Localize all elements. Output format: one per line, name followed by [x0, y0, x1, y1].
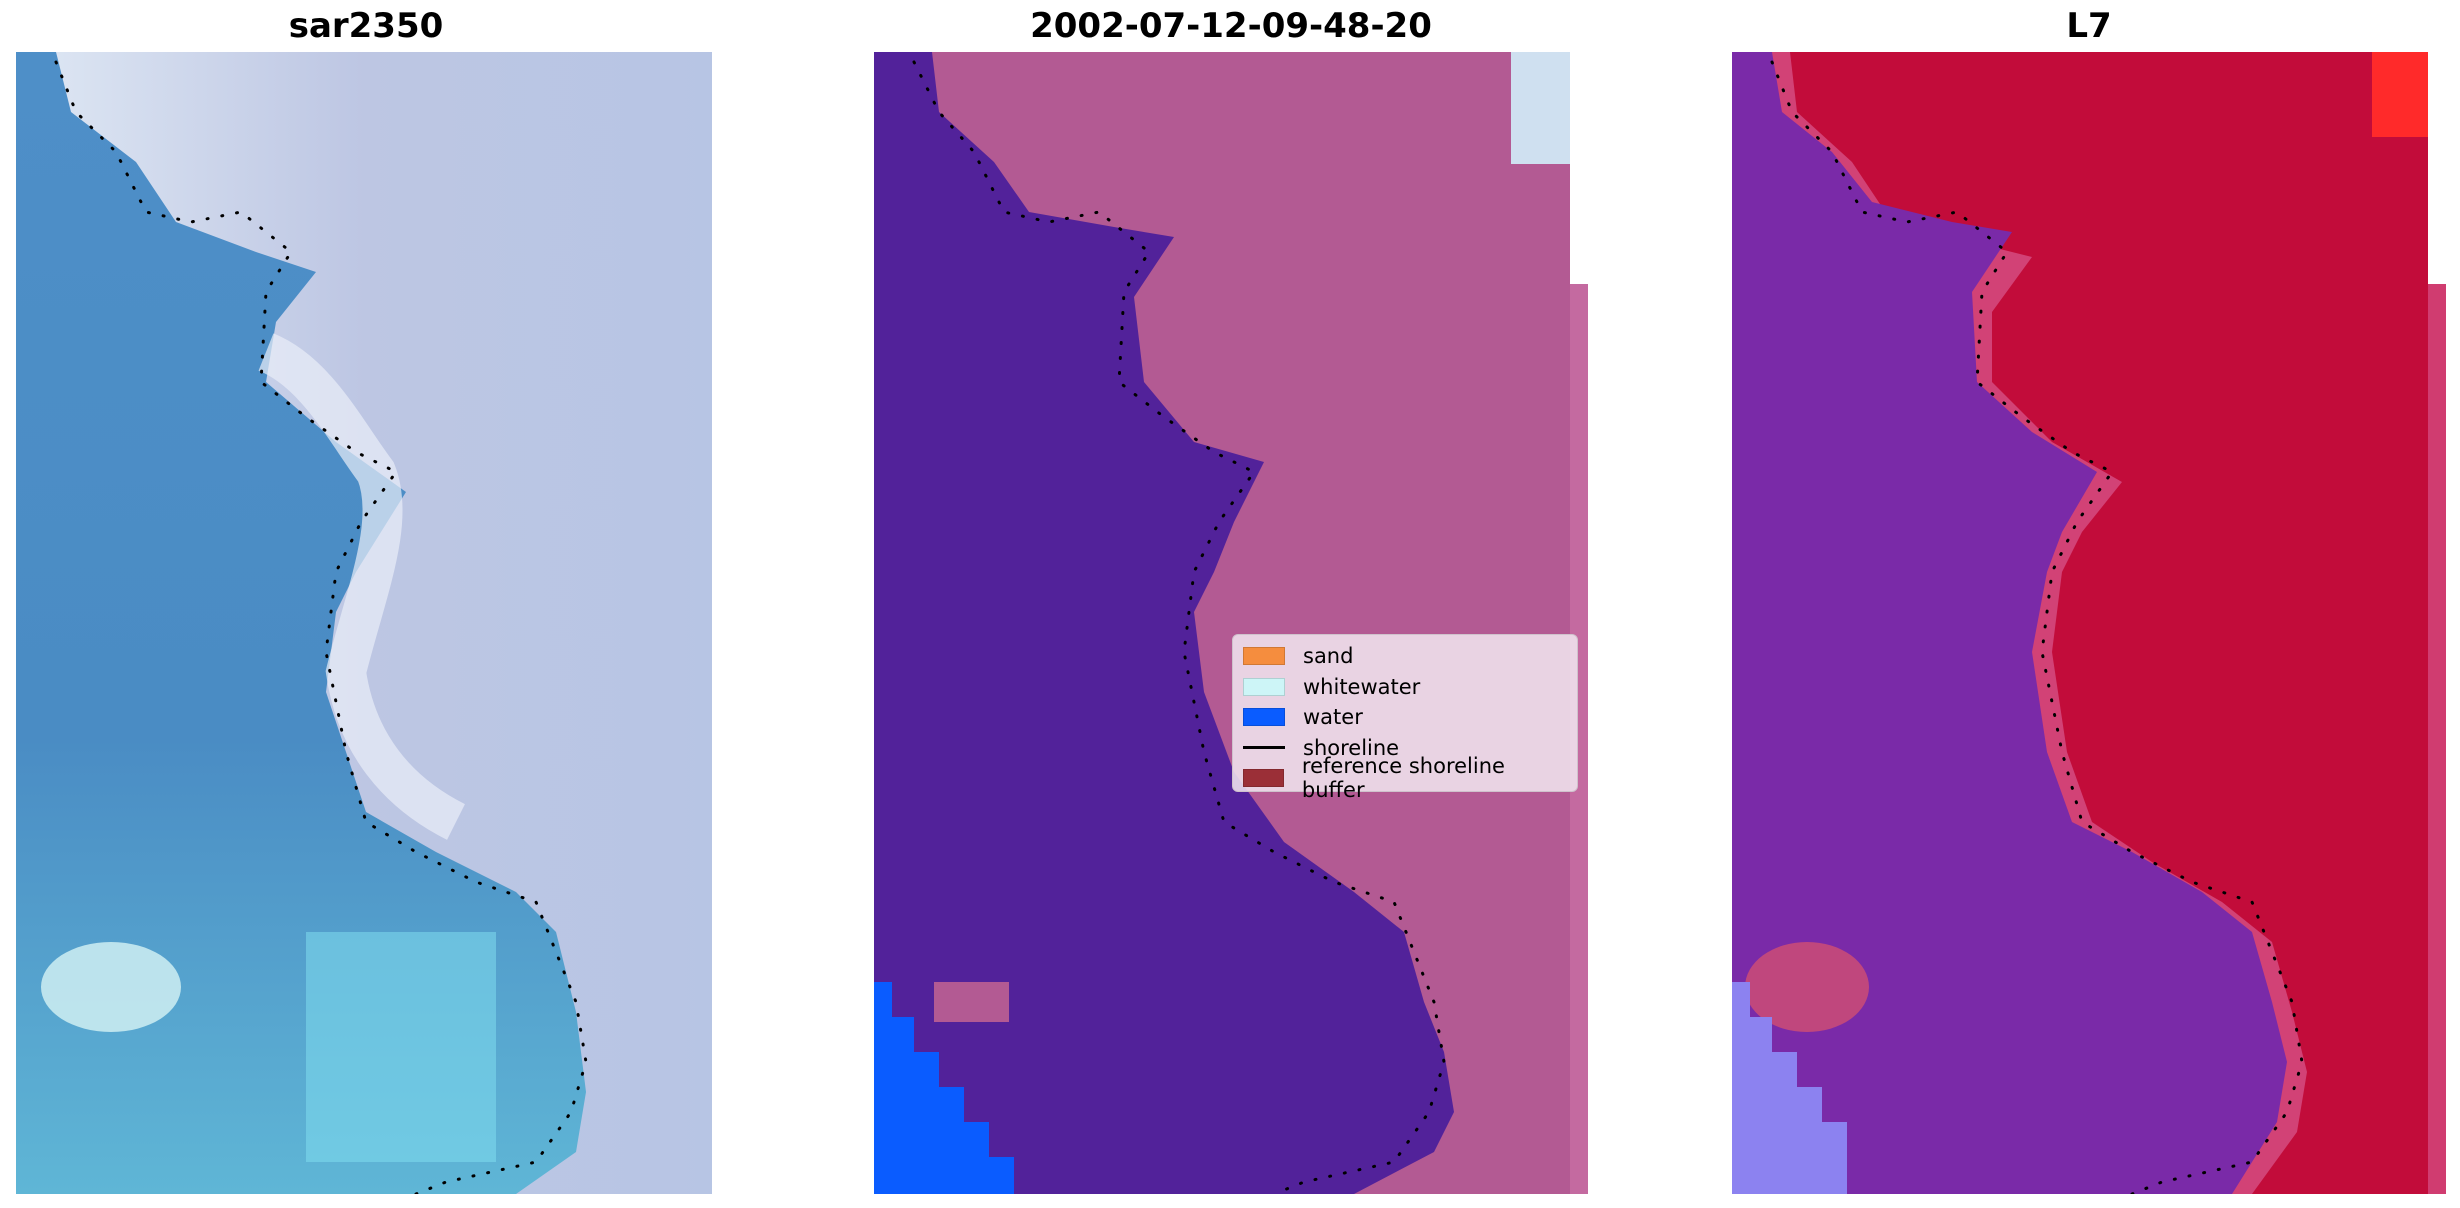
panel-title-index: L7	[2066, 6, 2112, 46]
panel-title-rgb: sar2350	[288, 6, 444, 46]
legend-label-water: water	[1303, 705, 1363, 730]
legend-label-reference-buffer: reference shoreline buffer	[1301, 754, 1505, 803]
legend-item-shoreline: shoreline	[1243, 733, 1567, 764]
legend-label-whitewater: whitewater	[1303, 674, 1421, 699]
legend-label-shoreline: shoreline	[1303, 735, 1400, 760]
shallow-water-patch	[306, 932, 496, 1162]
class-ocean-area	[874, 982, 1014, 1194]
shoreline-line	[54, 60, 588, 1194]
shoreline-line	[912, 60, 1446, 1194]
bright-corner	[2372, 52, 2428, 137]
classified-image	[874, 52, 1588, 1194]
whitewater-band	[257, 333, 466, 840]
legend-item-reference-buffer: reference shoreline buffer	[1243, 754, 1567, 802]
whitewater-swatch-icon	[1243, 677, 1285, 696]
low-value-area	[1732, 982, 1847, 1194]
buffer-swatch-icon	[1243, 769, 1284, 788]
rgb-image-panel	[16, 52, 712, 1194]
legend-item-whitewater: whitewater	[1243, 672, 1567, 703]
index-water-area	[1732, 52, 2287, 1194]
class-whitewater-corner	[1511, 52, 1570, 164]
edge-strip	[1570, 284, 1588, 1194]
legend: sand whitewater water shoreline referenc…	[1232, 634, 1578, 802]
class-land-patch	[934, 982, 1009, 1022]
whitewater-patch	[41, 942, 181, 1032]
classified-image-panel	[874, 52, 1588, 1194]
index-image	[1732, 52, 2446, 1194]
bright-patch	[1745, 942, 1869, 1032]
shoreline-line	[1770, 60, 2304, 1194]
legend-item-water: water	[1243, 702, 1567, 733]
class-water-area	[874, 52, 1454, 1194]
panel-title-classified: 2002-07-12-09-48-20	[1030, 6, 1432, 46]
water-swatch-icon	[1243, 708, 1285, 727]
edge-strip	[2428, 284, 2446, 1194]
shoreline-line-icon	[1243, 746, 1285, 750]
sand-swatch-icon	[1243, 647, 1285, 666]
index-image-panel	[1732, 52, 2446, 1194]
rgb-image	[16, 52, 712, 1194]
legend-label-sand: sand	[1303, 644, 1354, 669]
water-area	[16, 52, 586, 1194]
legend-item-sand: sand	[1243, 641, 1567, 672]
